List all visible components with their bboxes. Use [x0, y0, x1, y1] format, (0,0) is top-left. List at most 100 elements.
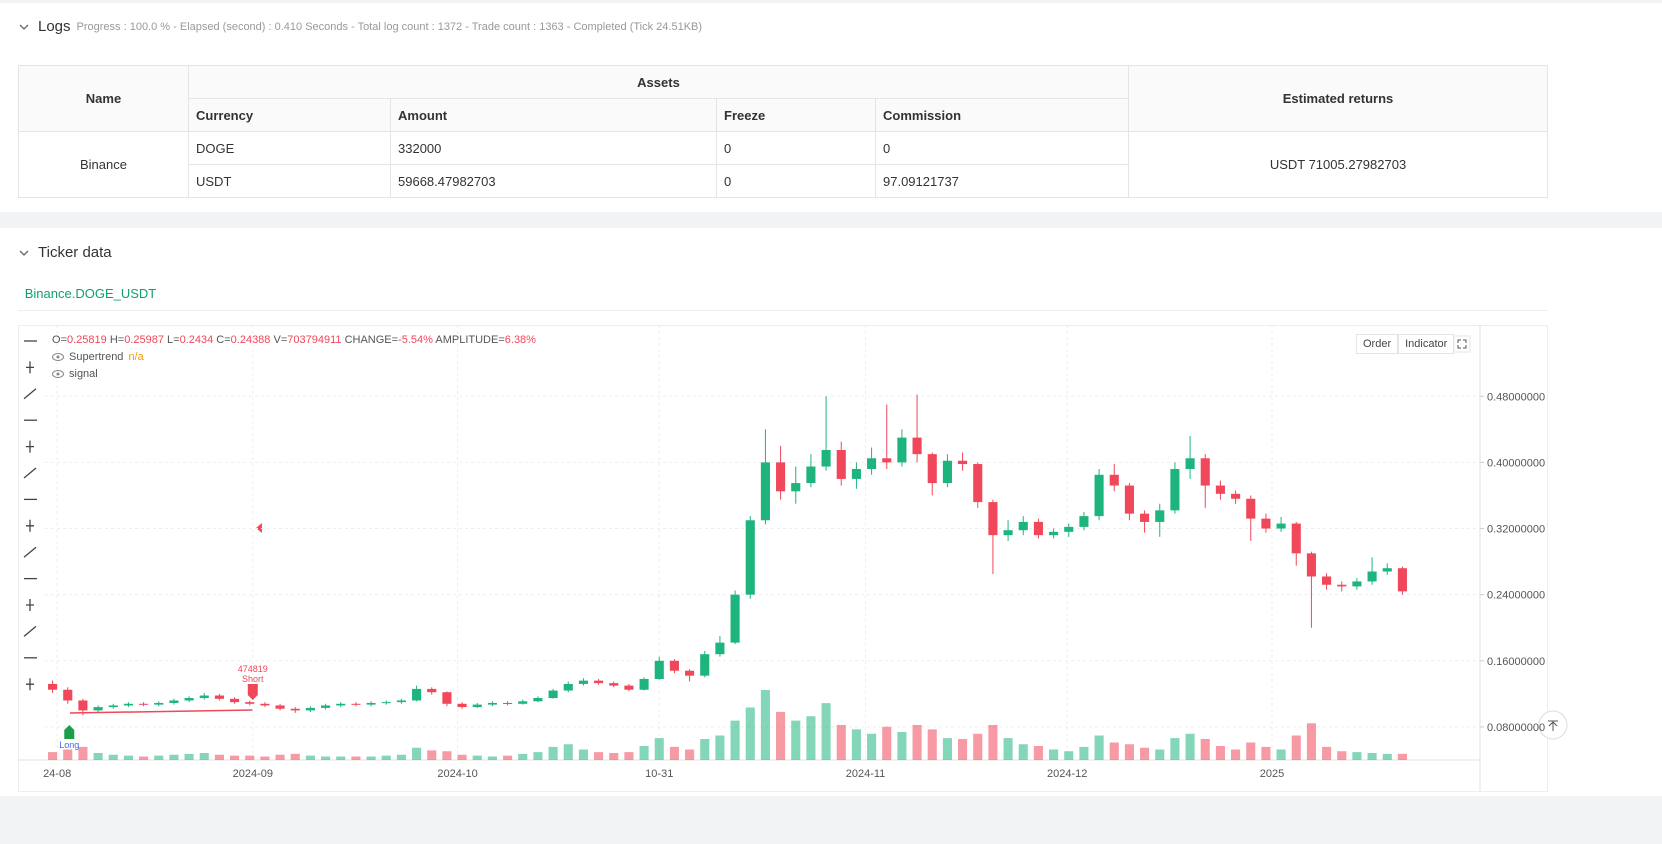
volume-bar: [1276, 749, 1286, 760]
fullscreen-button[interactable]: [1453, 335, 1471, 353]
candle-body: [791, 483, 801, 492]
legend-label: C=: [216, 334, 231, 346]
fullscreen-icon: [1457, 339, 1467, 349]
section-band: [0, 212, 1662, 228]
volume-bar: [199, 753, 209, 760]
subheader: Freeze: [716, 98, 876, 132]
candle-body: [290, 708, 300, 711]
candle-body: [548, 690, 558, 698]
ticker-tab[interactable]: Binance.DOGE_USDT: [18, 277, 163, 311]
volume-bar: [639, 746, 649, 760]
chevron: [19, 24, 29, 30]
cell: Binance: [18, 131, 189, 198]
candle-body: [1018, 521, 1028, 531]
signal-marker: [256, 523, 262, 533]
volume-bar: [882, 726, 892, 760]
volume-bar: [169, 754, 179, 760]
legend-value: -5.54%: [398, 334, 433, 346]
candle-body: [199, 695, 209, 698]
ticker-header[interactable]: Ticker data: [18, 244, 112, 261]
tool-icon: [26, 519, 34, 532]
indicator-row[interactable]: Supertrend n/a: [52, 351, 144, 363]
candle-body: [230, 698, 240, 703]
legend-value: 0.24388: [230, 334, 271, 346]
volume-bar: [609, 753, 619, 760]
candle-body: [1200, 458, 1210, 486]
order-button[interactable]: Order: [1356, 334, 1399, 354]
tool-icon: [26, 440, 34, 453]
legend-label: H=: [109, 334, 125, 346]
volume-bar: [366, 756, 376, 760]
volume-bar: [412, 747, 422, 760]
volume-bar: [685, 749, 695, 760]
ticker-title: Ticker data: [38, 244, 112, 261]
candle-body: [412, 688, 422, 701]
candle-body: [958, 460, 968, 465]
volume-bar: [184, 753, 194, 760]
cell: 0: [716, 164, 876, 198]
x-tick-label: 2025: [1260, 768, 1284, 780]
logs-header[interactable]: Logs Progress : 100.0 % - Elapsed (secon…: [18, 18, 702, 35]
volume-bar: [123, 755, 133, 760]
cell: 97.09121737: [875, 164, 1129, 198]
volume-bar: [1306, 723, 1316, 760]
volume-bar: [336, 756, 346, 760]
volume-bar: [821, 703, 831, 760]
candle-body: [867, 458, 877, 470]
volume-bar: [700, 739, 710, 760]
candle-body: [48, 683, 58, 690]
scroll-top-icon: [1548, 720, 1558, 731]
volume-bar: [836, 725, 846, 760]
volume-bar: [108, 754, 118, 760]
candle-body: [1124, 485, 1134, 514]
candle-body: [578, 680, 588, 684]
volume-bar: [487, 756, 497, 760]
candle-body: [396, 700, 406, 703]
cell: 0: [716, 131, 876, 165]
legend-value: 0.25819: [66, 334, 107, 346]
chevron: [19, 250, 29, 256]
volume-bar: [745, 707, 755, 760]
candle-body: [745, 520, 755, 595]
x-tick-label: 2024-12: [1047, 768, 1087, 780]
y-tick-label: 0.48000000: [1487, 391, 1545, 403]
candle-body: [93, 707, 103, 711]
y-tick-label: 0.32000000: [1487, 524, 1545, 536]
legend-label: L=: [167, 334, 180, 346]
chart-frame: [18, 325, 1548, 792]
volume-bar: [472, 755, 482, 760]
legend-value: 6.38%: [504, 334, 536, 346]
volume-bar: [1124, 744, 1134, 760]
candle-body: [882, 458, 892, 463]
candle-body: [1094, 474, 1104, 517]
candle-body: [821, 450, 831, 467]
legend-label: O=: [52, 334, 67, 346]
volume-bar: [897, 732, 907, 760]
candle-body: [685, 670, 695, 676]
volume-bar: [806, 716, 816, 760]
y-tick-label: 0.24000000: [1487, 590, 1545, 602]
ohlc-legend: O=0.25819 H=0.25987 L=0.2434 C=0.24388 V…: [52, 334, 536, 346]
eye-icon: [52, 370, 64, 378]
volume-bar: [1079, 746, 1089, 760]
x-tick-label: 10-31: [645, 768, 673, 780]
candle-body: [1337, 584, 1347, 587]
candle-body: [169, 700, 179, 703]
position-line: [69, 709, 254, 714]
indicator-row[interactable]: signal: [52, 368, 98, 380]
candle-body: [518, 701, 528, 704]
bottom-band: [0, 796, 1662, 844]
volume-bar: [230, 755, 240, 760]
candle-body: [988, 502, 998, 536]
candle-body: [214, 695, 224, 699]
indicator-button[interactable]: Indicator: [1398, 334, 1455, 354]
volume-bar: [1094, 735, 1104, 760]
chart: 0.08000000 0.16000000 0.24000000 0.32000000…: [18, 325, 1568, 792]
candle-body: [336, 703, 346, 706]
candle-body: [1109, 474, 1119, 486]
indicator-name: signal: [69, 368, 98, 380]
volume-bar: [867, 733, 877, 760]
cell: USDT: [188, 164, 391, 198]
signal-arrow: [64, 725, 75, 739]
candle-body: [563, 683, 573, 691]
